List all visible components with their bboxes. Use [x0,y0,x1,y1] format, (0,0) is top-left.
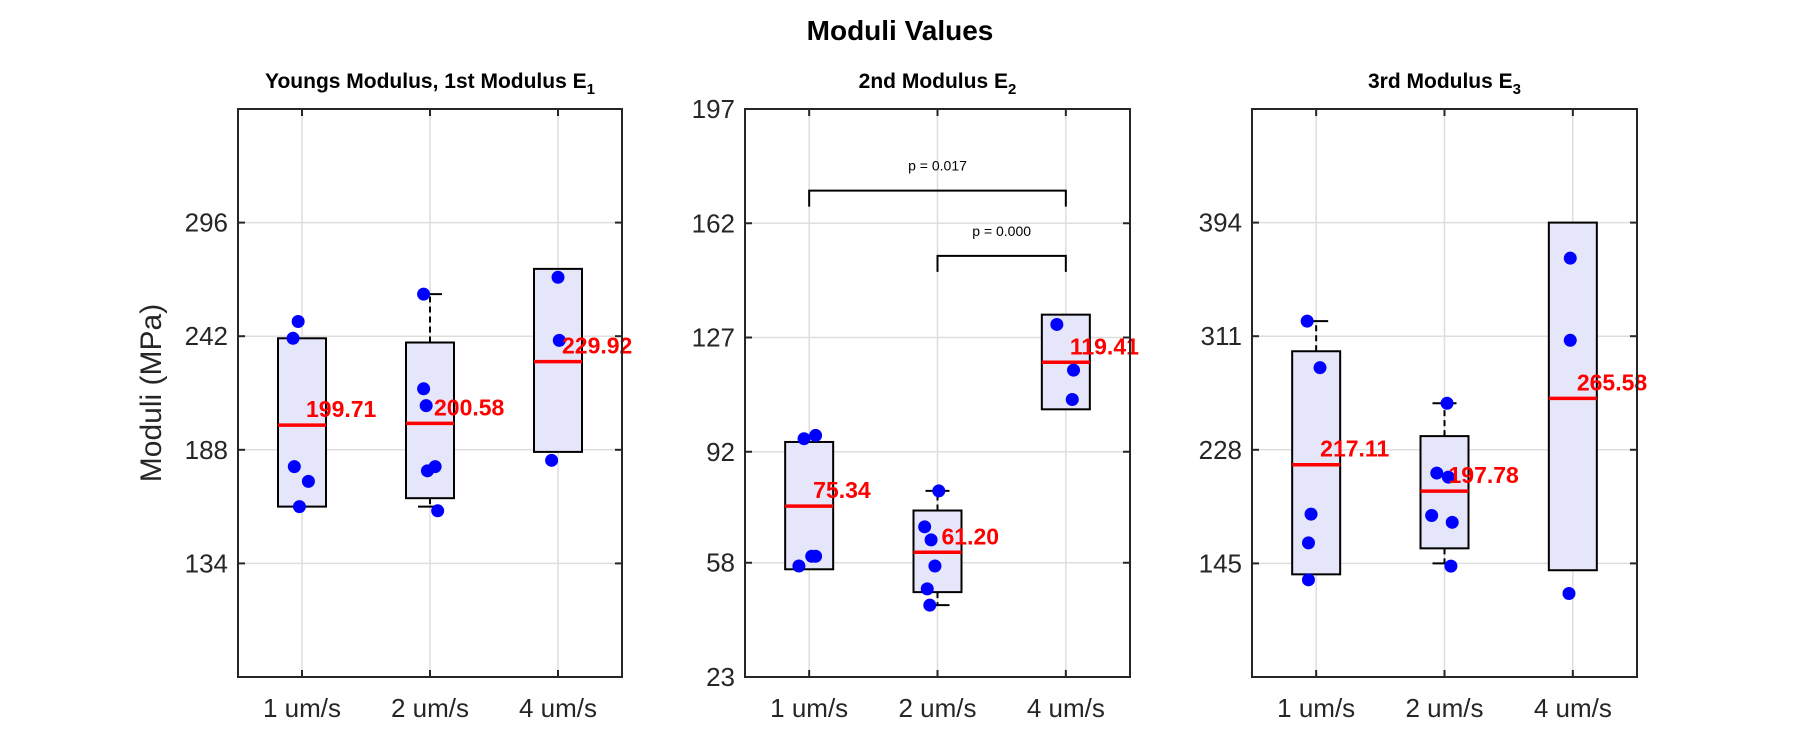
significance-bracket [936,254,1067,272]
data-point [1050,317,1064,331]
box-1 [1291,350,1342,576]
data-point [928,559,942,573]
x-tick-label: 2 um/s [1405,693,1483,723]
panel-title-text: 2nd Modulus E [859,70,1008,93]
data-point [1065,393,1079,407]
data-point [417,382,431,396]
panel-3: 217.11 197.78 265.58 145 228 311 394 1 um/s 2 um… [1199,70,1648,723]
panel-title-subscript: 1 [587,81,595,98]
x-tick-label: 4 um/s [1534,693,1612,723]
y-tick-label: 145 [1199,548,1242,578]
data-point [918,520,932,534]
y-tick-label: 92 [706,437,735,467]
data-point [1301,573,1315,587]
x-tick-label: 1 um/s [770,693,848,723]
panel-title-subscript: 3 [1513,81,1521,98]
data-point [292,500,306,514]
data-point [1445,515,1459,529]
y-tick-label: 311 [1201,321,1242,351]
panel-title-subscript: 2 [1008,81,1016,98]
data-point [552,333,566,347]
data-point [286,331,300,345]
data-point [1440,396,1454,410]
panel-title-text: Youngs Modulus, 1st Modulus E [265,70,587,93]
y-tick-label: 188 [185,435,228,465]
data-point [287,460,301,474]
median-label: 75.34 [813,477,871,503]
y-tick-label: 394 [1199,208,1242,238]
x-tick-label: 2 um/s [898,693,976,723]
median-label: 265.58 [1577,369,1648,395]
data-point [1562,587,1576,601]
data-point [797,432,811,446]
data-point [551,270,565,284]
data-point [1444,559,1458,573]
figure-title: Moduli Values [807,15,994,46]
data-point [301,474,315,488]
x-tick-label: 1 um/s [263,693,341,723]
p-value-label: p = 0.017 [908,158,967,174]
y-tick-label: 58 [706,548,735,578]
panel-title: 3rd Modulus E3 [1368,70,1521,98]
significance-bracket [808,189,1067,207]
y-tick-label: 242 [185,321,228,351]
x-tick-label: 2 um/s [391,693,469,723]
data-point [1300,314,1314,328]
data-point [1563,251,1577,265]
panel-title-text: 3rd Modulus E [1368,70,1513,93]
data-point [1563,333,1577,347]
y-tick-label: 134 [185,548,228,578]
data-point [419,399,433,413]
data-point [431,504,445,518]
data-point [545,453,559,467]
data-point [1313,361,1327,375]
data-point [924,533,938,547]
data-point [417,287,431,301]
panel-title: 2nd Modulus E2 [859,70,1017,98]
data-point [1425,508,1439,522]
median-label: 61.20 [942,523,1000,549]
data-point [920,582,934,596]
x-tick-label: 1 um/s [1277,693,1355,723]
p-value-label: p = 0.000 [972,223,1031,239]
y-tick-label: 162 [692,208,735,238]
data-point [291,314,305,328]
panel-title: Youngs Modulus, 1st Modulus E1 [265,70,595,98]
data-point [1301,536,1315,550]
data-point [1304,507,1318,521]
data-point [1067,363,1081,377]
y-tick-label: 127 [692,323,735,353]
data-point [923,598,937,612]
x-tick-label: 4 um/s [519,693,597,723]
y-tick-label: 296 [185,208,228,238]
y-tick-label: 197 [692,94,735,124]
median-label: 200.58 [434,394,505,420]
median-label: 199.71 [306,396,377,422]
data-point [420,464,434,478]
median-label: 197.78 [1449,462,1520,488]
y-tick-label: 23 [706,662,735,692]
data-point [805,549,819,563]
x-tick-label: 4 um/s [1027,693,1105,723]
y-tick-label: 228 [1199,435,1242,465]
data-point [932,484,946,498]
box-3 [1547,221,1598,572]
data-point [1441,470,1455,484]
data-point [792,559,806,573]
data-point [1430,466,1444,480]
median-label: 217.11 [1320,436,1389,462]
y-axis-label: Moduli (MPa) [135,304,168,482]
data-point [809,428,823,442]
